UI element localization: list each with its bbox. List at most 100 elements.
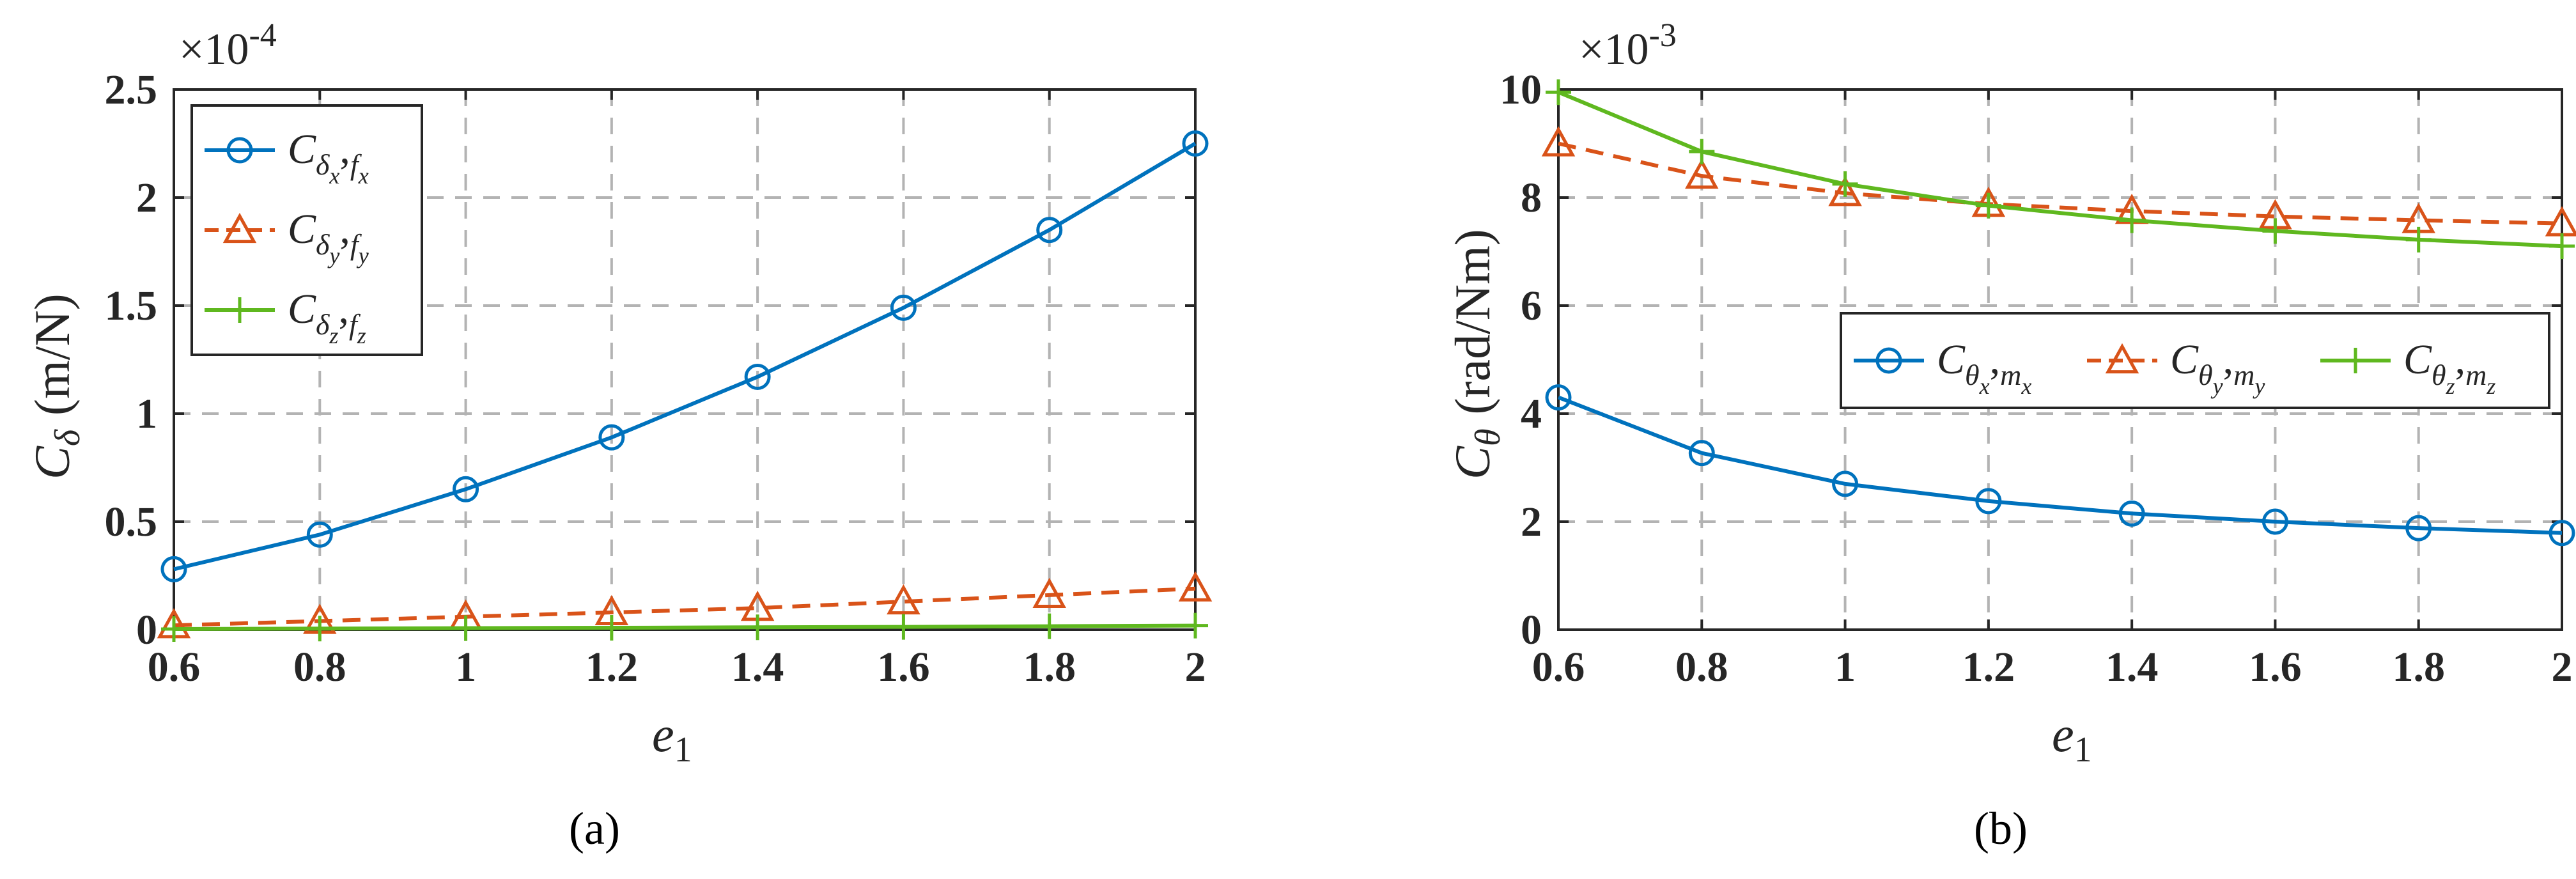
data-point-plus [1975,192,2001,219]
data-point-circle [1975,488,2002,515]
y-tick-label: 2 [136,175,157,221]
x-tick-label: 0.8 [293,644,346,690]
y-tick-label: 10 [1500,66,1542,113]
series-line-plus [173,623,1196,631]
data-point-circle [453,476,479,502]
plot-frame-a [173,88,1197,631]
series-a [157,130,1213,642]
data-point-plus [1546,79,1571,105]
panel-a: 0.6 0.8 1 1.2 1.4 1.6 1.8 200.511.522.5 Cδx,fxC… [24,17,1213,854]
y-tick-label: 6 [1521,283,1542,329]
data-point-plus [1832,171,1858,197]
data-point-circle [1036,217,1063,244]
data-point-circle [598,424,625,451]
x-tick-label: 1.4 [731,644,784,690]
data-point-plus [307,616,333,642]
y-tick-label: 1.5 [105,283,158,329]
y-axis-label-a: Cδ(m/N) [24,293,88,479]
ticks-a: 0.6 0.8 1 1.2 1.4 1.6 1.8 2 0 0.5 1 1.5 2 2.5 [105,66,1206,690]
x-tick-label: 1.8 [2392,644,2445,690]
x-tick-label: 2 [1185,644,1206,690]
y-tick-label: 1 [136,391,157,437]
y-tick-label: 4 [1521,391,1542,437]
x-tick-label: 1.4 [2106,644,2159,690]
legend-marker-circle [226,137,253,164]
data-point-plus [745,614,771,641]
y-tick-label: 8 [1521,175,1542,221]
data-point-circle [890,294,917,321]
x-tick-label: 1.8 [1023,644,1076,690]
data-point-triangle [1032,577,1066,609]
legend-marker-plus [2343,348,2368,373]
data-point-plus [2549,233,2575,260]
y-tick-label: 0.5 [105,499,158,545]
x-axis-label-a: e1 [652,706,692,770]
x-tick-label: 0.6 [148,644,201,690]
data-point-circle [2262,508,2288,535]
data-point-plus [1183,612,1208,639]
y-multiplier-b: ×10-3 [1579,17,1677,74]
data-point-plus [890,614,917,640]
x-tick-label: 1.2 [586,644,639,690]
series-b [1541,79,2576,547]
legend-marker-plus [227,297,252,323]
x-tick-label: 2 [2552,644,2573,690]
series-line-circle [1557,395,2563,535]
legend-label: Cδz,fz [288,286,366,348]
legend-b: Cθx,mx Cθy,my Cθz,mz [1840,312,2550,409]
legend-marker-triangle [222,212,257,244]
x-tick-label: 1 [455,644,476,690]
x-tick-label: 1.2 [1962,644,2015,690]
legend-label: Cθx,mx [1937,336,2031,399]
data-point-plus [2262,218,2288,244]
data-point-circle [1688,440,1715,467]
panel-b: 0.6 0.8 1 1.2 1.4 1.6 1.8 2 0 2 4 6 8 10 Cθx,mx Cθy,my… [1445,17,2576,854]
data-point-circle [306,521,333,548]
data-point-triangle [1541,126,1576,157]
legend-label: Cδy,fy [288,206,369,268]
data-point-plus [598,614,625,641]
legend-marker-circle [1875,347,1902,374]
data-point-plus [1036,613,1062,639]
y-tick-label: 2.5 [105,66,158,113]
legend-marker-triangle [2105,343,2139,374]
series-line-triangle [1558,141,2563,226]
series-line-triangle [173,586,1196,628]
data-point-plus [453,615,479,641]
data-point-plus [2119,207,2145,233]
series-line-plus [1557,90,2563,249]
data-point-triangle [1178,571,1213,602]
y-tick-label: 2 [1521,499,1542,545]
data-point-circle [2549,520,2575,547]
data-point-plus [2405,226,2432,253]
data-point-triangle [1828,176,1862,206]
data-point-circle [160,556,187,582]
x-tick-label: 1 [1835,644,1856,690]
data-point-triangle [1685,159,1719,189]
data-point-circle [1832,471,1859,497]
x-tick-label: 1.6 [877,644,930,690]
x-tick-label: 0.8 [1675,644,1728,690]
y-tick-label: 0 [136,607,157,653]
legend-box [1840,312,2550,409]
legend-label: Cθy,my [2170,336,2265,399]
y-axis-label-b: Cθ(rad/Nm) [1445,229,1508,479]
y-tick-label: 0 [1521,607,1542,653]
data-point-circle [1545,384,1572,411]
x-tick-label: 1.6 [2249,644,2302,690]
ticks-b: 0.6 0.8 1 1.2 1.4 1.6 1.8 2 0 2 4 6 8 10 [1500,66,2573,690]
data-point-plus [1689,139,1715,165]
caption-a: (a) [569,803,620,854]
x-axis-label-b: e1 [2052,706,2092,770]
data-point-circle [744,364,771,391]
y-multiplier-a: ×10-4 [179,17,277,74]
data-point-plus [161,616,187,642]
plot-frame-b [1557,88,2563,631]
caption-b: (b) [1974,803,2028,854]
legend-label: Cθz,mz [2403,336,2495,399]
x-tick-label: 0.6 [1532,644,1585,690]
data-point-circle [2118,500,2145,527]
data-point-circle [1182,130,1209,157]
